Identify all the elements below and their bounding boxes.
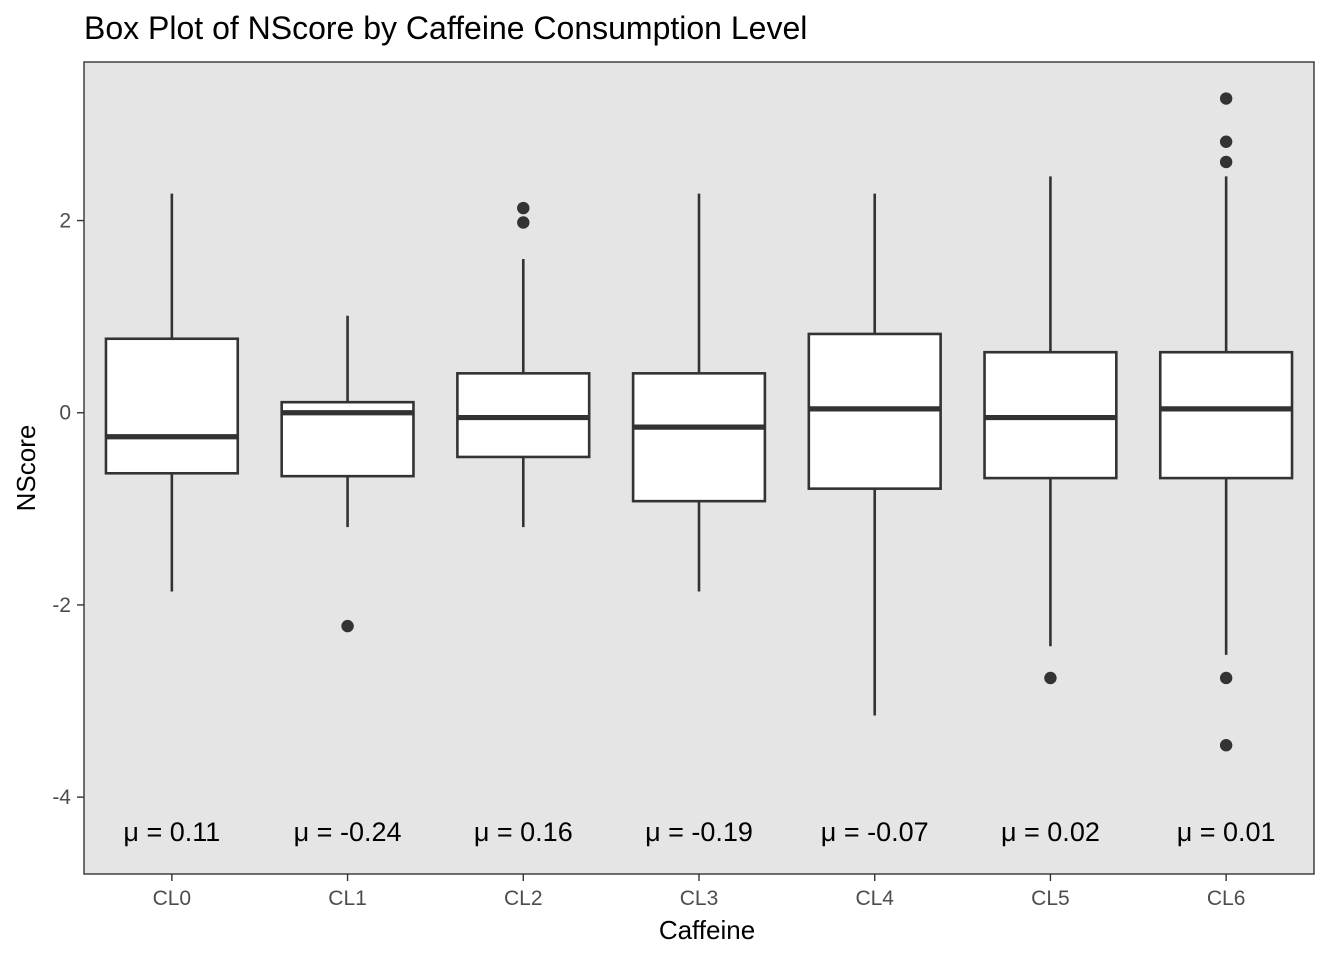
chart-title: Box Plot of NScore by Caffeine Consumpti… (84, 10, 807, 46)
x-tick-label-cl2: CL2 (504, 887, 543, 910)
x-tick-label-cl4: CL4 (855, 887, 894, 910)
outlier-point (1044, 671, 1057, 685)
iqr-box (1158, 350, 1294, 480)
box-cl3 (631, 193, 767, 592)
outlier-point (1219, 671, 1233, 685)
outlier-point (1219, 155, 1233, 169)
x-axis: CL0 CL1 CL2 CL3 CL4 CL5 CL6 (153, 874, 1246, 910)
mean-label-cl1: μ = -0.24 (294, 817, 402, 847)
boxes-layer (104, 92, 1294, 752)
x-tick-label-cl1: CL1 (328, 887, 367, 910)
x-tick-label-cl5: CL5 (1031, 887, 1070, 910)
y-axis: -4 -2 0 2 (52, 210, 84, 809)
x-tick-label-cl6: CL6 (1207, 887, 1246, 910)
mean-label-cl4: μ = -0.07 (821, 817, 929, 847)
y-tick-label: 0 (59, 402, 71, 425)
outlier-point (1219, 135, 1233, 148)
box-cl4 (807, 193, 942, 716)
box-cl2 (456, 201, 591, 528)
outlier-point (517, 216, 530, 229)
y-tick-label: 2 (59, 210, 71, 233)
box-cl6 (1158, 92, 1294, 752)
box-cl5 (983, 176, 1118, 685)
x-tick-label-cl3: CL3 (680, 887, 719, 910)
outlier-point (517, 201, 530, 215)
y-axis-title: NScore (11, 425, 41, 512)
outlier-point (1219, 739, 1233, 752)
x-axis-title: Caffeine (659, 915, 755, 945)
iqr-box (631, 372, 767, 503)
y-tick-label: -4 (52, 786, 71, 809)
mean-labels-layer: μ = 0.11 μ = -0.24 μ = 0.16 μ = -0.19 μ = -0… (123, 817, 1275, 847)
mean-label-cl6: μ = 0.01 (1177, 817, 1276, 847)
box-cl0 (104, 193, 240, 592)
mean-label-cl0: μ = 0.11 (123, 817, 220, 847)
iqr-box (104, 337, 240, 475)
outlier-point (341, 619, 354, 633)
mean-label-cl2: μ = 0.16 (474, 817, 573, 847)
mean-label-cl3: μ = -0.19 (645, 817, 753, 847)
mean-label-cl5: μ = 0.02 (1001, 817, 1100, 847)
box-cl1 (280, 315, 415, 633)
y-tick-label: -2 (52, 594, 71, 617)
outlier-point (1219, 92, 1233, 105)
x-tick-label-cl0: CL0 (153, 887, 192, 910)
